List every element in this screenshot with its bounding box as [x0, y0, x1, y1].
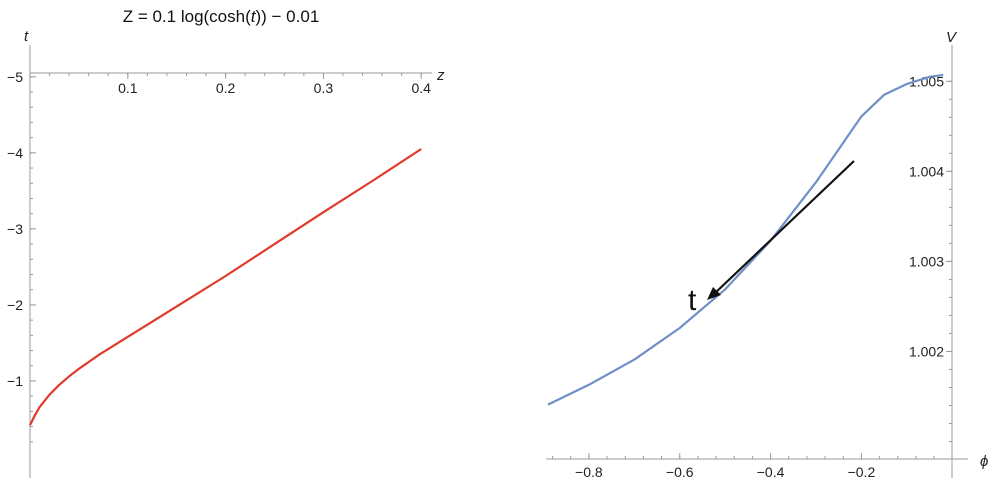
y-tick-label: −4 — [7, 145, 23, 161]
y-tick-label: −1 — [7, 373, 23, 389]
series-line — [29, 148, 422, 426]
y-tick-label: 1.005 — [909, 73, 944, 89]
left-x-axis-label: z — [436, 67, 445, 84]
y-tick-label: −5 — [7, 69, 23, 85]
x-tick-label: −0.6 — [666, 464, 694, 480]
direction-arrow — [707, 160, 855, 300]
right-x-axis-label: ϕ — [980, 453, 988, 470]
left-title-part-1: Z = 0.1 log(cosh( — [123, 7, 251, 26]
direction-arrow-shaft — [713, 160, 855, 295]
y-tick-label: 1.002 — [909, 343, 944, 359]
left-title-part-3: )) − 0.01 — [255, 7, 319, 26]
left-title-part-2: t — [251, 7, 257, 26]
y-tick-label: −2 — [7, 297, 23, 313]
left-chart: Z = 0.1 log(cosh(t)) − 0.01 z t 0.1 0.2 0.… — [7, 7, 445, 478]
left-series-layer — [29, 148, 422, 426]
left-chart-title: Z = 0.1 log(cosh(t)) − 0.01 — [123, 7, 320, 26]
x-tick-label: −0.2 — [848, 464, 876, 480]
direction-arrow-head — [707, 287, 721, 300]
x-tick-label: 0.4 — [411, 80, 431, 96]
y-tick-label: −3 — [7, 221, 23, 237]
x-tick-label: −0.4 — [757, 464, 785, 480]
right-chart: ϕ V −0.8 −0.6 −0.4 −0.2 1.002 1.003 1.004 1.005… — [546, 29, 988, 480]
direction-annotation: t — [688, 284, 697, 317]
x-tick-label: −0.8 — [575, 464, 603, 480]
right-ticks: −0.8 −0.6 −0.4 −0.2 1.002 1.003 1.004 1.005 — [552, 73, 952, 480]
right-series-layer — [547, 73, 944, 406]
y-tick-label: 1.003 — [909, 253, 944, 269]
x-tick-label: 0.3 — [314, 80, 334, 96]
left-ticks: 0.1 0.2 0.3 0.4 −1 −2 −3 −4 −5 — [7, 69, 431, 443]
right-y-axis-label: V — [946, 29, 958, 46]
x-tick-label: 0.1 — [118, 80, 138, 96]
series-line — [547, 73, 944, 406]
x-tick-label: 0.2 — [216, 80, 236, 96]
y-tick-label: 1.004 — [909, 163, 944, 179]
left-y-axis-label: t — [24, 28, 29, 45]
